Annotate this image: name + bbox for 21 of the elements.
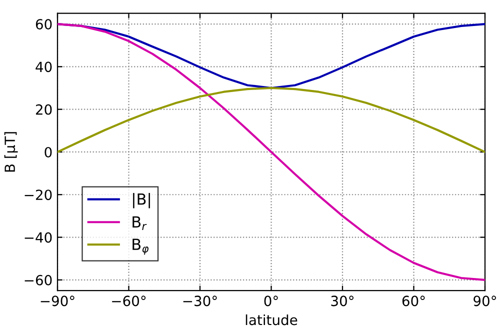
x-tick-label: 60°	[402, 296, 425, 306]
x-tick-label: 30°	[331, 296, 354, 306]
y-axis-title: B [μT]	[4, 132, 18, 172]
x-tick-label: −30°	[183, 296, 217, 306]
y-tick-label: 20	[36, 104, 52, 115]
y-tick-label: −60	[24, 274, 52, 286]
legend-label: |B|	[133, 192, 150, 208]
x-axis-title: latitude	[246, 314, 298, 326]
x-tick-label: −90°	[40, 296, 74, 306]
legend-label: B$_{r}$	[132, 216, 147, 230]
line-series	[58, 22, 485, 281]
y-tick-label: 60	[36, 18, 52, 30]
y-tick-label: −20	[24, 190, 52, 200]
line-series	[58, 86, 485, 154]
legend-label: B$_{φ}$	[132, 238, 148, 255]
y-tick-label: 40	[36, 62, 52, 72]
x-tick-label: 0°	[264, 296, 278, 306]
x-tick-label: 90°	[474, 296, 496, 306]
x-tick-label: −60°	[112, 296, 146, 306]
y-tick-label: −40	[24, 232, 52, 243]
y-tick-label: 0	[44, 146, 52, 158]
